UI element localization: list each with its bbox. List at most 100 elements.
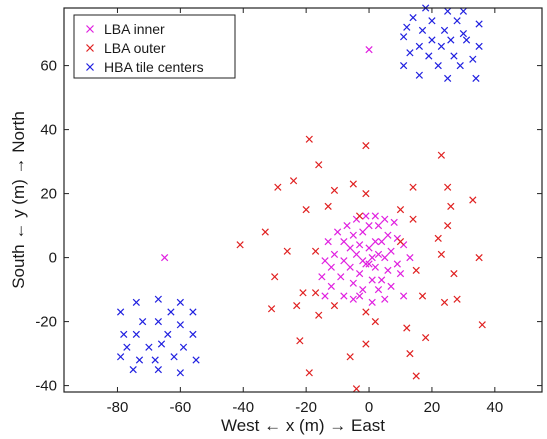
data-point: [346, 353, 354, 361]
data-point: [453, 17, 461, 25]
data-point: [343, 221, 351, 230]
plot-frame: [63, 7, 543, 393]
data-point: [355, 292, 364, 300]
data-point: [327, 263, 335, 271]
legend-marker: [86, 25, 94, 33]
data-point: [393, 260, 401, 268]
data-point: [154, 295, 162, 303]
data-point: [437, 42, 445, 51]
data-point: [425, 52, 433, 60]
data-point: [362, 141, 370, 150]
data-point: [346, 263, 354, 271]
data-point: [321, 292, 329, 300]
legend-box: [73, 14, 236, 79]
data-point: [478, 321, 486, 329]
data-point: [444, 74, 452, 83]
data-point: [330, 186, 339, 195]
data-point: [371, 317, 379, 326]
data-point: [459, 7, 468, 15]
data-point: [355, 241, 364, 249]
data-point: [132, 298, 140, 307]
data-point: [151, 356, 159, 364]
data-point: [120, 330, 128, 339]
axis-ticks: -80 -60 -40 -20 0 20 40 -40 -20 0 20 40 60: [35, 8, 542, 416]
data-point: [447, 36, 455, 44]
y-tick-label: -20: [35, 314, 57, 331]
data-marks: [116, 4, 486, 393]
data-point: [167, 308, 175, 316]
data-point: [324, 202, 332, 211]
data-point: [475, 42, 483, 51]
data-point: [368, 298, 376, 307]
data-point: [396, 205, 405, 214]
data-point: [359, 285, 367, 294]
data-point: [469, 55, 477, 63]
data-point: [381, 253, 389, 262]
data-point: [406, 49, 414, 57]
data-point: [164, 330, 172, 339]
data-point: [311, 289, 320, 297]
data-point: [330, 301, 339, 310]
data-point: [321, 257, 329, 265]
legend: LBA inner LBA outer HBA tile centers: [73, 14, 236, 79]
data-point: [299, 289, 307, 297]
data-point: [267, 305, 276, 313]
data-point: [368, 253, 376, 262]
data-point: [330, 250, 339, 259]
x-tick-label: 40: [486, 399, 503, 416]
data-point: [459, 29, 468, 38]
data-point: [346, 244, 354, 252]
data-point: [415, 42, 423, 51]
data-point: [362, 260, 370, 268]
x-tick-label: 20: [424, 399, 441, 416]
data-point: [311, 247, 320, 255]
data-point: [462, 36, 471, 44]
data-point: [475, 20, 483, 28]
legend-items: LBA inner LBA outer HBA tile centers: [86, 21, 204, 75]
data-point: [315, 311, 323, 319]
data-point: [444, 221, 452, 230]
data-point: [176, 369, 184, 377]
x-tick-label: -60: [170, 399, 192, 416]
data-point: [274, 183, 282, 191]
data-point: [296, 337, 304, 345]
data-point: [362, 308, 370, 316]
data-point: [116, 308, 125, 316]
data-point: [437, 151, 445, 159]
data-point: [289, 177, 298, 185]
data-point: [333, 228, 342, 236]
data-point: [305, 369, 313, 377]
legend-marker: [86, 63, 94, 71]
data-point: [412, 372, 420, 380]
data-point: [315, 161, 323, 169]
data-point: [355, 212, 364, 220]
data-point: [365, 260, 373, 268]
data-point: [261, 228, 269, 236]
data-point: [236, 241, 244, 249]
data-point: [365, 244, 373, 252]
data-point: [340, 257, 348, 265]
data-point: [409, 13, 417, 22]
y-axis-label: South ← y (m) → North: [9, 111, 28, 289]
y-tick-label: 0: [49, 250, 57, 267]
data-point: [362, 212, 370, 220]
data-point: [271, 273, 279, 281]
data-point: [444, 183, 452, 191]
data-point: [377, 276, 386, 284]
data-point: [340, 237, 348, 246]
data-point: [352, 250, 361, 259]
data-point: [154, 365, 162, 374]
data-point: [324, 237, 332, 246]
data-point: [456, 61, 464, 70]
data-point: [387, 247, 395, 255]
data-point: [179, 343, 188, 351]
data-point: [450, 52, 458, 60]
data-point: [453, 295, 461, 303]
data-point: [428, 17, 436, 25]
data-point: [293, 301, 301, 310]
data-point: [403, 324, 411, 332]
data-point: [412, 266, 420, 275]
data-point: [418, 292, 427, 300]
legend-label: HBA tile centers: [104, 59, 204, 75]
data-point: [355, 269, 364, 278]
